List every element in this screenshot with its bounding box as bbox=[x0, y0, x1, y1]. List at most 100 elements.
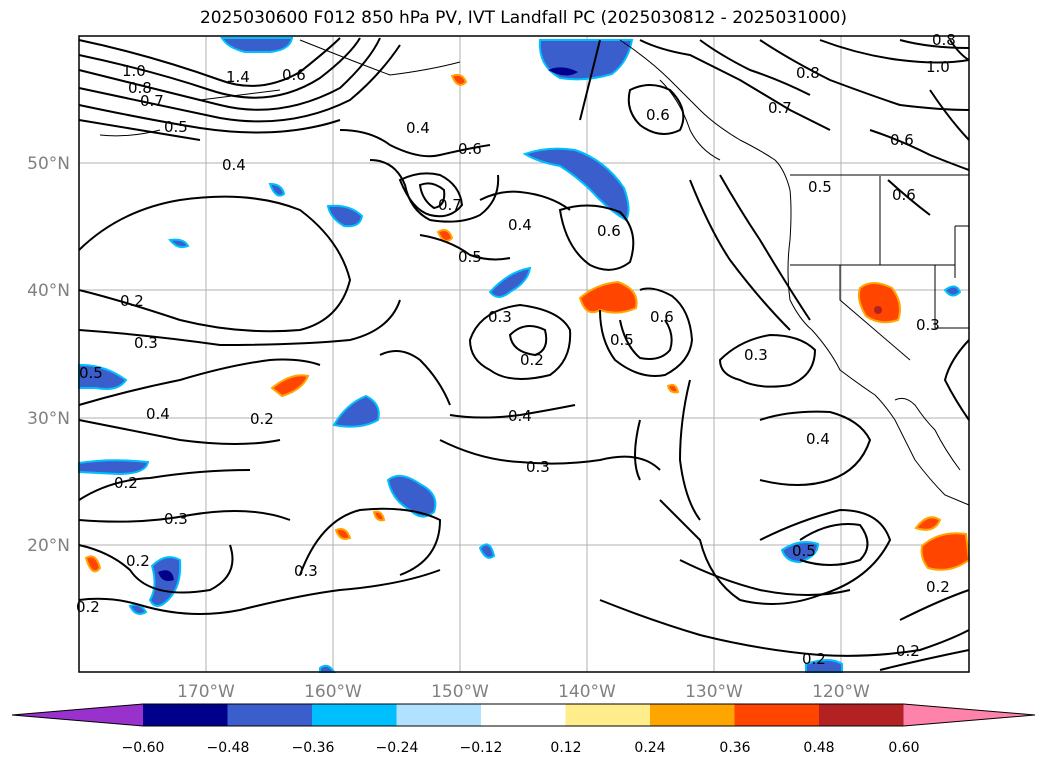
colorbar bbox=[11, 703, 1036, 727]
contour-label: 0.2 bbox=[126, 552, 150, 570]
contour-label: 0.3 bbox=[134, 334, 158, 352]
contour-label: 0.5 bbox=[79, 364, 103, 382]
pv-negative-area bbox=[943, 285, 962, 297]
colorbar-tick: 0.24 bbox=[634, 740, 665, 756]
contour-label: 0.2 bbox=[926, 578, 950, 596]
pv-positive-area bbox=[450, 73, 468, 86]
lon-label: 150°W bbox=[431, 682, 489, 702]
colorbar-swatch bbox=[819, 704, 904, 726]
pv-positive-area bbox=[857, 282, 901, 324]
pv-negative-area bbox=[268, 182, 286, 197]
colorbar-outline bbox=[11, 703, 1036, 727]
contour-label: 0.8 bbox=[796, 64, 820, 82]
contour-label: 0.6 bbox=[890, 131, 914, 149]
lon-label: 120°W bbox=[812, 682, 870, 702]
pv-negative-area bbox=[220, 37, 294, 53]
contour-label: 1.0 bbox=[926, 58, 950, 76]
pv-negative-area bbox=[332, 394, 380, 428]
colorbar-tick: −0.24 bbox=[376, 740, 419, 756]
lon-label: 140°W bbox=[558, 682, 616, 702]
contour-label: 1.4 bbox=[226, 68, 250, 86]
pv-positive-area bbox=[914, 516, 942, 531]
map-frame bbox=[78, 35, 970, 673]
contour-label: 0.2 bbox=[896, 642, 920, 660]
pv-negative-area bbox=[326, 204, 364, 228]
colorbar-extend-high bbox=[903, 704, 1035, 726]
pv-negative-area bbox=[168, 238, 190, 249]
contour-label: 0.5 bbox=[792, 542, 816, 560]
pv-positive-area bbox=[436, 229, 454, 242]
contour-label: 0.6 bbox=[646, 106, 670, 124]
colorbar-tick-labels: −0.60 −0.48 −0.36 −0.24 −0.12 0.12 0.24 … bbox=[122, 740, 920, 756]
colorbar-tick: 0.60 bbox=[888, 740, 919, 756]
contour-label: 0.4 bbox=[222, 156, 246, 174]
contour-label: 0.7 bbox=[438, 196, 462, 214]
colorbar-tick: −0.12 bbox=[460, 740, 503, 756]
latitude-labels: 50°N 40°N 30°N 20°N bbox=[27, 154, 70, 556]
longitude-labels: 170°W 160°W 150°W 140°W 130°W 120°W bbox=[177, 682, 870, 702]
colorbar-swatch bbox=[650, 704, 735, 726]
colorbar-swatch bbox=[396, 704, 482, 726]
contour-label: 0.2 bbox=[114, 474, 138, 492]
contour-label: 0.7 bbox=[768, 99, 792, 117]
colorbar-tick: −0.36 bbox=[292, 740, 335, 756]
contour-label: 0.3 bbox=[526, 458, 550, 476]
contour-label: 0.3 bbox=[744, 346, 768, 364]
pv-negative-area bbox=[488, 266, 532, 298]
contour-label: 0.5 bbox=[458, 248, 482, 266]
lat-label: 50°N bbox=[27, 154, 70, 174]
pv-negative-area bbox=[805, 659, 843, 673]
contour-label: 0.8 bbox=[128, 79, 152, 97]
pv-contours bbox=[78, 37, 970, 671]
contour-label: 0.6 bbox=[892, 186, 916, 204]
contour-label: 0.3 bbox=[488, 308, 512, 326]
contour-label: 0.4 bbox=[806, 430, 830, 448]
pv-negative-area bbox=[78, 363, 128, 390]
pv-negative-area bbox=[148, 556, 182, 607]
contour-label: 0.3 bbox=[916, 316, 940, 334]
pv-negative-area bbox=[128, 603, 148, 615]
map-title: 2025030600 F012 850 hPa PV, IVT Landfall… bbox=[199, 8, 847, 28]
pv-positive-area bbox=[334, 528, 352, 540]
contour-label: 0.5 bbox=[808, 178, 832, 196]
contour-label: 0.4 bbox=[508, 407, 532, 425]
contour-label: 0.6 bbox=[597, 222, 621, 240]
pv-positive-area bbox=[84, 555, 102, 573]
colorbar-tick: −0.48 bbox=[207, 740, 250, 756]
lat-label: 20°N bbox=[27, 536, 70, 556]
pv-positive-area bbox=[666, 383, 680, 394]
lat-label: 30°N bbox=[27, 409, 70, 429]
contour-label: 0.3 bbox=[164, 510, 188, 528]
pv-positive-area bbox=[920, 532, 971, 571]
coastlines bbox=[99, 39, 970, 506]
pv-negative-area bbox=[780, 541, 820, 564]
pv-positive-area bbox=[578, 280, 638, 314]
contour-label: 0.5 bbox=[610, 331, 634, 349]
contour-label: 0.4 bbox=[146, 405, 170, 423]
pv-positive-area bbox=[270, 374, 310, 398]
lon-label: 160°W bbox=[304, 682, 362, 702]
contour-label: 0.6 bbox=[458, 140, 482, 158]
lon-label: 170°W bbox=[177, 682, 235, 702]
colorbar-swatch bbox=[227, 704, 313, 726]
contour-label-group: 1.0 0.8 0.7 1.4 0.6 0.5 0.4 0.4 0.6 0.7 … bbox=[76, 31, 956, 668]
contour-label: 0.2 bbox=[802, 650, 826, 668]
pv-negative-area bbox=[78, 459, 150, 476]
contour-label: 0.2 bbox=[76, 598, 100, 616]
colorbar-extend-low bbox=[12, 704, 143, 726]
pv-shading bbox=[78, 37, 971, 673]
contour-label: 0.7 bbox=[140, 92, 164, 110]
contour-label: 0.2 bbox=[250, 410, 274, 428]
contour-label: 0.4 bbox=[508, 216, 532, 234]
pv-positive-area bbox=[372, 510, 386, 522]
pv-negative-area bbox=[386, 474, 437, 518]
lat-label: 40°N bbox=[27, 281, 70, 301]
contour-label: 0.6 bbox=[282, 66, 306, 84]
contour-label: 0.2 bbox=[520, 351, 544, 369]
colorbar-tick: 0.48 bbox=[803, 740, 834, 756]
contour-label: 0.3 bbox=[294, 562, 318, 580]
colorbar-tick: −0.60 bbox=[122, 740, 165, 756]
colorbar-swatch bbox=[143, 704, 228, 726]
map-background bbox=[79, 36, 969, 672]
colorbar-swatch bbox=[312, 704, 397, 726]
